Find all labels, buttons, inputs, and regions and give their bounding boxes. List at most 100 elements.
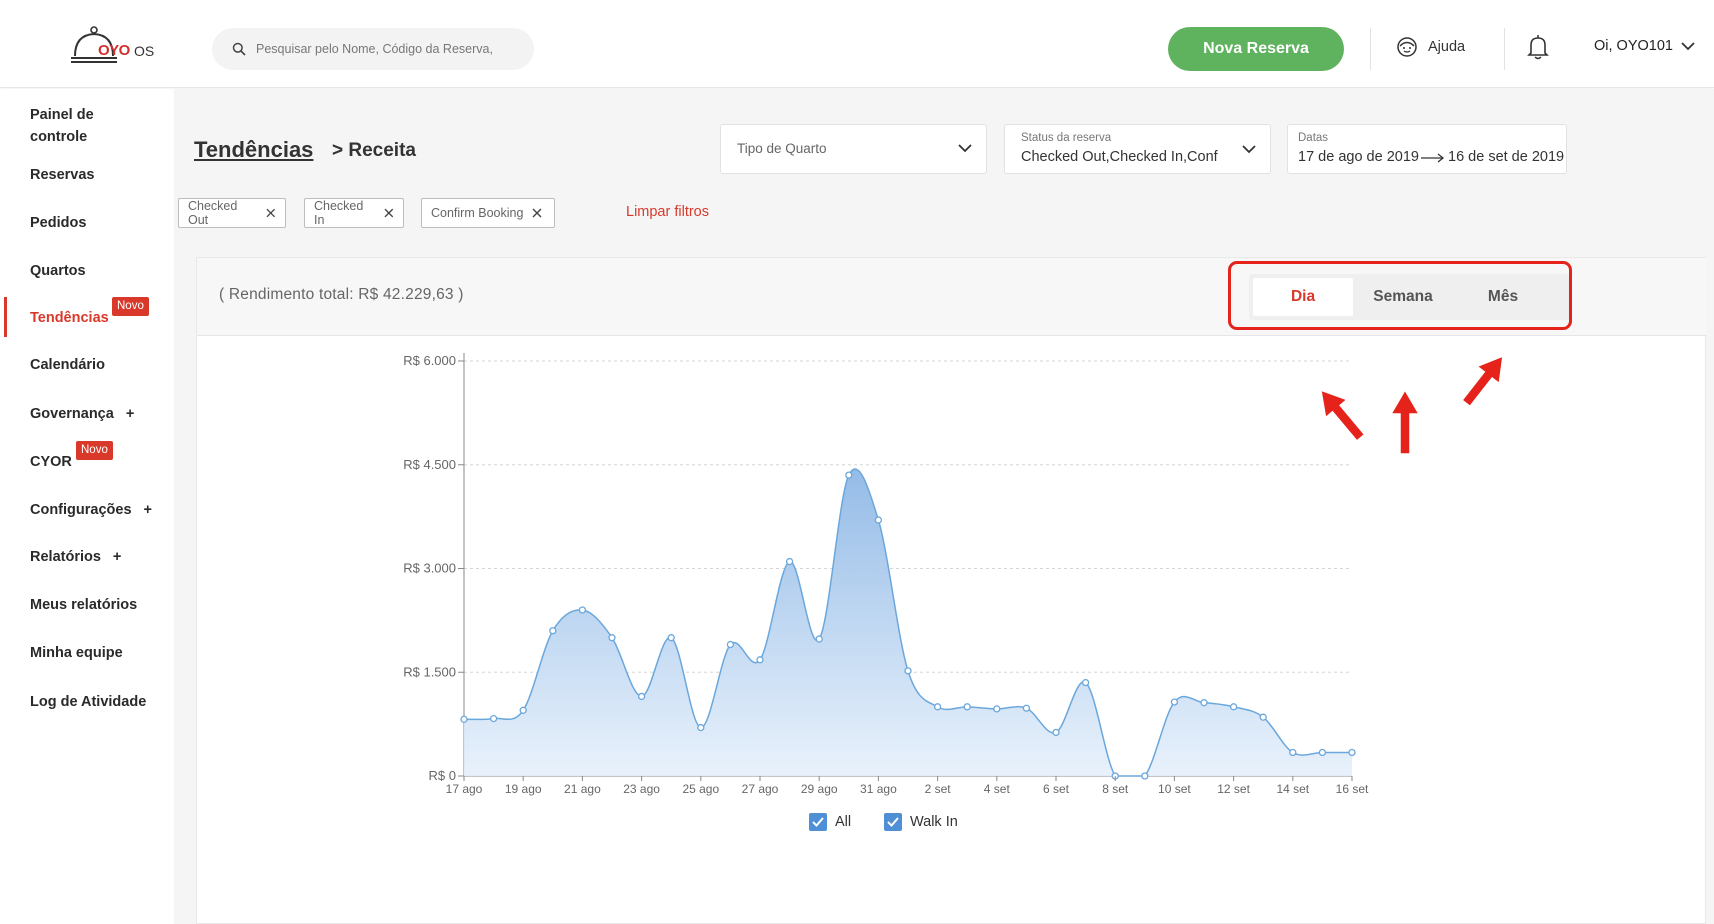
data-point — [1022, 704, 1031, 712]
y-axis-ticks: R$ 0 R$ 1.500 R$ 3.000 R$ 4.500 R$ 6.000 — [403, 353, 464, 783]
data-point — [815, 635, 823, 643]
chip-label: Checked Out — [188, 199, 238, 227]
bell-icon — [1527, 35, 1549, 60]
x-tick-label: 6 set — [1043, 782, 1070, 796]
data-point — [874, 516, 883, 524]
sidebar-item-my-reports[interactable]: Meus relatórios — [30, 597, 138, 613]
data-point — [578, 606, 587, 614]
x-tick-label: 10 set — [1158, 782, 1191, 796]
user-menu[interactable]: Oi, OYO101 — [1594, 38, 1695, 54]
sidebar-item-bookings[interactable]: Reservas — [30, 167, 95, 183]
series-line-all — [463, 468, 1352, 777]
granularity-week-button[interactable]: Semana — [1373, 288, 1433, 305]
annotation-highlight-box — [1228, 261, 1572, 330]
booking-status-value: Checked Out,Checked In,Conf — [1021, 149, 1218, 165]
data-point — [1170, 698, 1179, 706]
clear-filters-link[interactable]: Limpar filtros — [626, 204, 709, 220]
sidebar-item-orders[interactable]: Pedidos — [30, 215, 87, 231]
data-point — [460, 715, 468, 723]
x-tick-label: 14 set — [1276, 782, 1309, 796]
y-tick-label: R$ 0 — [429, 768, 456, 783]
sidebar: Painel de controle Reservas Pedidos Quar… — [4, 89, 174, 924]
main-content: Tendências > Receita Tipo de Quarto Stat… — [174, 89, 1714, 924]
data-point — [1229, 703, 1238, 711]
search-icon — [232, 42, 246, 56]
chevron-down-icon — [958, 144, 972, 153]
granularity-month-button[interactable]: Mês — [1487, 288, 1519, 305]
sidebar-item-trends[interactable]: Tendências — [30, 310, 109, 326]
x-axis-ticks: 17 ago 19 ago 21 ago 23 ago 25 ago 27 ago 29 a… — [446, 776, 1369, 796]
data-point — [697, 723, 705, 732]
filter-chip[interactable]: Confirm Booking — [421, 198, 555, 228]
series-points-all — [460, 471, 1356, 780]
expand-plus-icon: + — [112, 549, 122, 565]
data-point — [1081, 678, 1090, 687]
booking-status-label: Status da reserva — [1021, 132, 1112, 144]
sidebar-item-rooms[interactable]: Quartos — [30, 263, 86, 279]
data-point — [667, 634, 675, 642]
booking-status-dropdown[interactable]: Status da reserva Checked Out,Checked In… — [1004, 124, 1271, 174]
data-point — [1348, 748, 1356, 757]
x-tick-label: 23 ago — [623, 782, 660, 796]
chart-card-header: ( Rendimento total: R$ 42.229,63 ) Dia S… — [197, 258, 1707, 336]
checkbox-checked-icon[interactable] — [884, 813, 902, 831]
sidebar-item-label: Configurações — [30, 502, 132, 518]
annotation-arrow-right — [1461, 354, 1504, 408]
search-box[interactable] — [212, 28, 534, 70]
data-point — [637, 692, 646, 701]
legend-item-walk-in[interactable]: Walk In — [884, 813, 958, 831]
x-tick-label: 27 ago — [742, 782, 779, 796]
legend-label-all: All — [835, 814, 852, 830]
sidebar-item-cyor[interactable]: CYOR — [30, 454, 72, 470]
sidebar-item-reports[interactable]: Relatórios + — [30, 546, 121, 568]
new-booking-button[interactable]: Nova Reserva — [1168, 27, 1344, 71]
data-point — [1141, 772, 1149, 780]
filter-chip[interactable]: Checked Out — [178, 198, 286, 228]
notifications-button[interactable] — [1527, 34, 1549, 65]
date-from: 17 de ago de 2019 — [1298, 149, 1419, 165]
revenue-chart-card: ( Rendimento total: R$ 42.229,63 ) Dia S… — [196, 257, 1707, 924]
x-tick-label: 4 set — [984, 782, 1011, 796]
sidebar-item-my-team[interactable]: Minha equipe — [30, 645, 123, 661]
oyo-os-logo[interactable]: OYO OS — [70, 24, 170, 70]
data-point — [1052, 728, 1060, 737]
granularity-day-button[interactable]: Dia — [1253, 278, 1353, 316]
data-point — [785, 557, 794, 566]
checkbox-checked-icon[interactable] — [809, 813, 827, 831]
filter-chip[interactable]: Checked In — [304, 198, 404, 228]
search-input[interactable] — [256, 42, 526, 56]
help-button[interactable]: Ajuda — [1396, 36, 1465, 58]
room-type-dropdown[interactable]: Tipo de Quarto — [720, 124, 987, 174]
close-icon[interactable] — [266, 208, 276, 218]
y-tick-label: R$ 4.500 — [403, 457, 456, 472]
user-greeting: Oi, OYO101 — [1594, 38, 1673, 54]
sidebar-item-dashboard[interactable]: Painel de controle — [30, 107, 94, 145]
x-tick-label: 17 ago — [446, 782, 483, 796]
sidebar-item-label: Governança — [30, 406, 114, 422]
total-revenue: ( Rendimento total: R$ 42.229,63 ) — [219, 286, 464, 303]
close-icon[interactable] — [532, 208, 542, 218]
granularity-toggle: Dia Semana Mês — [1249, 274, 1571, 320]
help-label: Ajuda — [1428, 39, 1466, 55]
expand-plus-icon: + — [125, 406, 135, 422]
legend-item-all[interactable]: All — [809, 813, 851, 831]
room-type-placeholder: Tipo de Quarto — [737, 141, 827, 156]
close-icon[interactable] — [384, 208, 394, 218]
data-point — [933, 703, 942, 711]
sidebar-item-activity-log[interactable]: Log de Atividade — [30, 694, 147, 710]
date-range-picker[interactable]: Datas 17 de ago de 2019 16 de set de 201… — [1287, 124, 1567, 174]
new-badge: Novo — [112, 297, 149, 316]
active-indicator — [4, 297, 7, 337]
sidebar-item-housekeeping[interactable]: Governança + — [30, 403, 134, 425]
page-title[interactable]: Tendências — [194, 137, 314, 162]
sidebar-item-settings[interactable]: Configurações + — [30, 499, 152, 521]
expand-plus-icon: + — [143, 502, 152, 518]
data-point — [993, 705, 1001, 713]
data-point — [608, 634, 616, 642]
logo-suffix: OS — [134, 43, 155, 59]
sidebar-item-calendar[interactable]: Calendário — [30, 357, 105, 373]
date-to: 16 de set de 2019 — [1448, 149, 1565, 165]
new-badge: Novo — [76, 441, 113, 460]
x-tick-label: 29 ago — [801, 782, 838, 796]
